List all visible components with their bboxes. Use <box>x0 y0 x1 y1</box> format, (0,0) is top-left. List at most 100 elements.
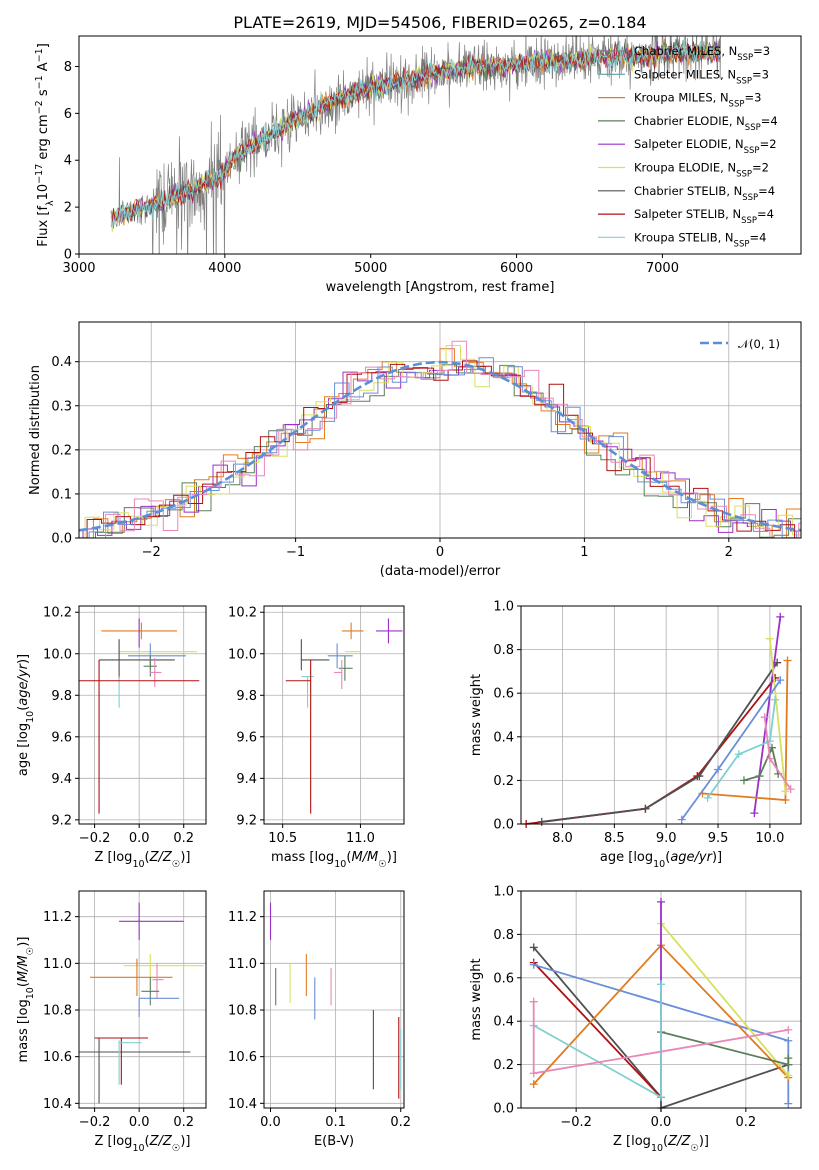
spectrum-legend: Chabrier MILES, NSSP=3 Salpeter MILES, NS… <box>598 44 778 249</box>
errorbar-point <box>79 1038 191 1104</box>
mass_vs_ebv-frame-group: 0.0 0.1 0.2 10.4 10.6 10.8 11.0 11.2 E(B-V) <box>228 890 411 1149</box>
weight-point-marker <box>783 656 792 665</box>
weight-point-marker <box>784 1071 793 1080</box>
weight-point-marker <box>750 809 759 818</box>
errorbar-point <box>90 958 173 996</box>
spectrum-xtick-label: 4000 <box>208 261 241 276</box>
weight_vs_Z-ylabel: mass weight <box>469 958 484 1040</box>
errorbar-point <box>152 963 164 999</box>
mass_vs_ebv-ytick-label: 11.0 <box>228 957 257 972</box>
weight-series-line <box>533 961 662 1098</box>
mass_vs_Z-frame-group: −0.2 0.0 0.2 10.4 10.6 10.8 11.0 11.2 Z [log10(Z… <box>43 890 207 1154</box>
weight-series-line <box>541 662 778 823</box>
residual-histogram <box>81 364 801 538</box>
weight_vs_age-frame-group: 8.0 8.5 9.0 9.5 10.0 0.0 0.2 0.4 0.6 0.8 1.0 age [l… <box>493 600 802 870</box>
weight-series-line <box>526 677 776 824</box>
mass_vs_ebv-ytick-label: 10.8 <box>228 1004 257 1019</box>
residuals-ytick-label: 0.1 <box>51 487 72 502</box>
mass_vs_Z-ytick-label: 10.6 <box>43 1050 72 1065</box>
mass_vs_ebv-axes <box>264 891 404 1108</box>
weight-point-marker <box>537 817 546 826</box>
weight-point-marker <box>765 754 774 763</box>
weight-series-line <box>533 946 789 1108</box>
age_vs_Z-frame <box>78 605 207 825</box>
weight-series-line <box>743 744 780 782</box>
weight-point-marker <box>529 960 538 969</box>
errorbar-point <box>334 659 343 690</box>
age_vs_Z-ytick-label: 9.8 <box>51 689 72 704</box>
mass_vs_ebv-ytick-label: 10.6 <box>228 1050 257 1065</box>
weight-point-marker <box>760 713 769 722</box>
weight-point-marker <box>529 1069 538 1078</box>
legend-entry: Kroupa STELIB, NSSP=4 <box>634 230 766 249</box>
normal-curve <box>78 360 802 532</box>
residuals-ytick-label: 0.0 <box>51 532 72 547</box>
figure-title: PLATE=2619, MJD=54506, FIBERID=0265, z=0… <box>233 13 646 32</box>
age_vs_Z-ylabel: age [log10(age/yr)] <box>16 654 36 776</box>
errorbar-point <box>128 643 186 669</box>
errorbar-point <box>150 657 162 687</box>
mass_vs_ebv-xtick-label: 0.1 <box>325 1115 346 1130</box>
weight-series-line <box>706 699 776 799</box>
age_vs_mass-frame <box>263 605 405 825</box>
weight-point-marker <box>714 765 723 774</box>
weight-series-line <box>753 616 782 814</box>
weight-point-marker <box>641 804 650 813</box>
errorbar-point <box>376 618 403 644</box>
age_vs_mass-axes <box>264 606 404 824</box>
weight_vs_age-xtick-label: 8.0 <box>552 831 573 846</box>
mass_vs_Z-ylabel: mass [log10(M/M☉)] <box>16 937 36 1063</box>
errorbar-point <box>123 954 204 978</box>
errorbar-point <box>285 659 312 814</box>
legend-entry: 𝒩(0, 1) <box>738 337 780 351</box>
weight_vs_age-xlabel: age [log10(age/yr)] <box>600 850 722 870</box>
spectrum-model-line <box>110 39 721 227</box>
age_vs_mass-ytick-label: 9.6 <box>236 730 257 745</box>
age_vs_Z-ytick-label: 9.4 <box>51 772 72 787</box>
weight-point-marker <box>776 676 785 685</box>
residuals-frame-group: −2 −1 0 1 2 0.0 0.1 0.2 0.3 0.4 (data-model)/error <box>51 321 802 579</box>
mass_vs_Z-ytick-label: 11.0 <box>43 957 72 972</box>
mass_vs_Z-xtick-label: 0.2 <box>173 1115 194 1130</box>
weight_vs_Z-ytick-label: 0.8 <box>493 928 514 943</box>
errorbar-point <box>327 643 353 669</box>
mass_vs_ebv-xtick-label: 0.0 <box>260 1115 281 1130</box>
weight-point-marker <box>529 943 538 952</box>
residual-histogram <box>86 360 801 538</box>
weight-point-marker <box>657 1093 665 1102</box>
mass_vs_ebv-frame <box>263 890 405 1109</box>
weight-point-marker <box>776 612 785 621</box>
residuals-xtick-label: −1 <box>286 545 305 560</box>
legend-entry: Chabrier MILES, NSSP=3 <box>634 44 770 63</box>
errorbar-point <box>94 1037 149 1085</box>
errorbar-point <box>79 659 200 814</box>
errorbar-point <box>118 1040 142 1085</box>
mass_vs_ebv-xlabel: E(B-V) <box>314 1134 354 1149</box>
weight-point-marker <box>695 772 704 781</box>
residuals-xtick-label: 2 <box>725 545 733 560</box>
age_vs_Z-frame-group: −0.2 0.0 0.2 9.2 9.4 9.6 9.8 10.0 10.2 Z [log10(Z… <box>43 605 207 870</box>
weight-point-marker <box>784 1025 793 1034</box>
weight-point-marker <box>529 1080 538 1089</box>
weight-point-marker <box>765 634 774 643</box>
weight-point-marker <box>677 815 686 824</box>
spectrum-ytick-label: 0 <box>64 248 72 263</box>
errorbar-point <box>119 902 184 940</box>
weight_vs_age-ylabel: mass weight <box>469 674 484 756</box>
spectrum-ytick-label: 4 <box>64 154 72 169</box>
residual-histogram <box>79 348 801 538</box>
errorbar-point <box>341 622 364 640</box>
weight_vs_age-ytick-label: 0.0 <box>493 818 514 833</box>
spectrum-xtick-label: 6000 <box>500 261 533 276</box>
spectrum-frame-group: 3000 4000 5000 6000 7000 0 2 4 6 8 wavelength [Ang… <box>62 35 802 295</box>
weight-point-marker <box>657 980 665 989</box>
legend-entry: Kroupa ELODIE, NSSP=2 <box>634 161 769 180</box>
spectrum-ytick-label: 2 <box>64 201 72 216</box>
residual-histogram <box>91 340 801 538</box>
weight-point-marker <box>781 787 790 796</box>
age_vs_mass-xlabel: mass [log10(M/M☉)] <box>271 850 397 870</box>
residuals-xtick-label: 1 <box>580 545 588 560</box>
weight-point-marker <box>529 997 538 1006</box>
legend-entry: Chabrier ELODIE, NSSP=4 <box>634 114 778 133</box>
